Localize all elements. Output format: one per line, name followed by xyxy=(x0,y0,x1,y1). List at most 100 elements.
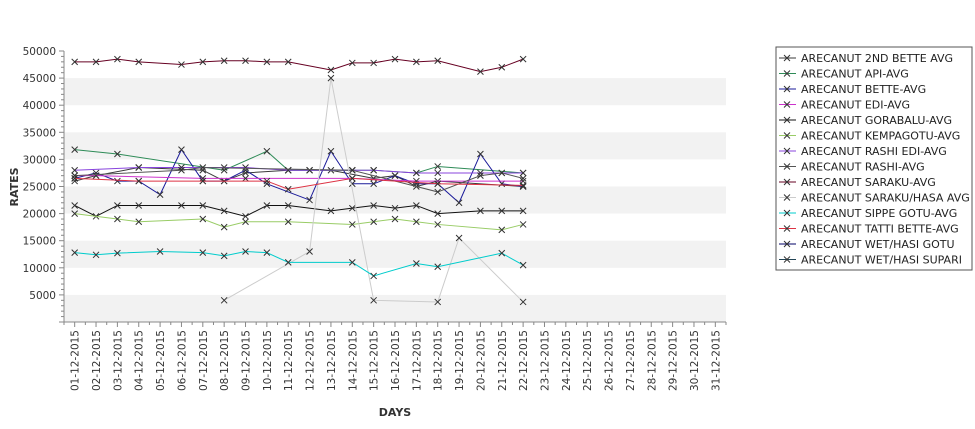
data-point xyxy=(71,177,79,185)
data-point xyxy=(306,166,313,174)
legend-label: ARECANUT 2ND BETTE AVG xyxy=(801,52,953,65)
data-point xyxy=(477,68,484,75)
data-point xyxy=(348,166,356,174)
data-point xyxy=(434,221,442,228)
data-point xyxy=(455,199,463,207)
legend-marker xyxy=(783,132,791,139)
data-point xyxy=(199,202,207,209)
data-point xyxy=(284,259,292,266)
data-point xyxy=(114,150,121,158)
data-point xyxy=(498,207,506,215)
y-tick-label: 5000 xyxy=(29,290,56,302)
data-point xyxy=(220,207,228,215)
x-tick-label: 09-12-2015 xyxy=(241,330,253,391)
grid-band xyxy=(64,294,726,322)
legend-marker xyxy=(783,54,791,62)
data-point xyxy=(135,164,143,171)
series xyxy=(71,202,527,220)
data-point xyxy=(327,207,335,215)
data-point xyxy=(327,147,335,155)
x-tick-label: 29-12-2015 xyxy=(668,330,680,391)
y-tick-label: 25000 xyxy=(23,182,56,194)
x-axis-title: DAYS xyxy=(379,406,412,419)
x-tick-label: 07-12-2015 xyxy=(198,330,210,391)
legend-marker xyxy=(783,240,791,248)
x-tick-label: 23-12-2015 xyxy=(539,330,551,391)
legend-label: ARECANUT BETTE-AVG xyxy=(801,83,926,96)
data-point xyxy=(498,169,506,177)
legend-item: ARECANUT TATTI BETTE-AVG xyxy=(779,223,959,236)
legend-label: ARECANUT GORABALU-AVG xyxy=(801,114,952,127)
data-point xyxy=(199,175,207,182)
x-tick-label: 10-12-2015 xyxy=(262,330,274,391)
data-point xyxy=(263,147,271,155)
data-point xyxy=(498,249,506,257)
data-point xyxy=(519,298,527,306)
y-tick-label: 50000 xyxy=(23,46,56,58)
data-point xyxy=(92,58,100,66)
x-tick-label: 25-12-2015 xyxy=(582,330,594,391)
data-point xyxy=(391,204,399,212)
data-point xyxy=(327,74,335,82)
series xyxy=(71,210,527,234)
x-tick-label: 18-12-2015 xyxy=(433,330,445,391)
legend-marker xyxy=(783,85,791,93)
x-tick-label: 14-12-2015 xyxy=(347,330,359,391)
data-point xyxy=(178,61,185,68)
data-point xyxy=(220,252,228,260)
data-point xyxy=(71,210,79,217)
legend-item: ARECANUT 2ND BETTE AVG xyxy=(779,52,953,65)
x-tick-label: 17-12-2015 xyxy=(411,330,423,391)
data-point xyxy=(92,172,100,180)
y-tick-label: 10000 xyxy=(23,263,56,275)
data-point xyxy=(413,218,420,226)
data-point xyxy=(242,248,249,255)
data-point xyxy=(199,215,207,223)
data-point xyxy=(135,58,143,66)
data-point xyxy=(370,166,377,174)
legend-marker xyxy=(783,209,791,217)
data-point xyxy=(242,218,249,226)
data-point xyxy=(370,218,377,226)
y-axis-title: RATES xyxy=(8,167,21,206)
data-point xyxy=(519,221,527,228)
data-point xyxy=(370,180,377,188)
data-point xyxy=(306,196,313,204)
y-tick-label: 30000 xyxy=(23,154,56,166)
legend-marker xyxy=(783,194,791,201)
data-point xyxy=(413,58,420,66)
x-tick-label: 11-12-2015 xyxy=(283,330,295,391)
legend-marker xyxy=(783,256,791,263)
data-point xyxy=(434,188,442,196)
data-point xyxy=(92,251,100,259)
data-point xyxy=(284,185,292,193)
series-line xyxy=(74,213,524,231)
data-point xyxy=(519,169,527,177)
data-point xyxy=(71,166,79,174)
grid-band xyxy=(64,186,726,214)
series-line xyxy=(74,177,524,190)
x-tick-label: 24-12-2015 xyxy=(561,330,573,391)
x-tick-label: 31-12-2015 xyxy=(710,330,722,391)
data-point xyxy=(348,204,356,212)
x-tick-label: 30-12-2015 xyxy=(689,330,701,391)
data-point xyxy=(199,164,207,171)
data-point xyxy=(370,272,377,280)
data-point xyxy=(519,175,527,182)
data-point xyxy=(477,207,484,215)
legend-item: ARECANUT WET/HASI GOTU xyxy=(779,238,955,251)
y-tick-label: 15000 xyxy=(23,236,56,248)
axes xyxy=(63,51,726,323)
x-tick-label: 01-12-2015 xyxy=(70,330,82,391)
x-tick-label: 04-12-2015 xyxy=(134,330,146,391)
legend-label: ARECANUT RASHI-AVG xyxy=(801,161,925,174)
data-point xyxy=(519,183,527,190)
data-point xyxy=(434,263,442,271)
data-point xyxy=(519,207,527,215)
legend-item: ARECANUT API-AVG xyxy=(779,68,909,81)
legend-label: ARECANUT TATTI BETTE-AVG xyxy=(801,223,959,236)
grid-band xyxy=(64,132,726,160)
legend-marker xyxy=(783,178,791,186)
data-point xyxy=(199,177,207,185)
data-point xyxy=(71,172,79,180)
